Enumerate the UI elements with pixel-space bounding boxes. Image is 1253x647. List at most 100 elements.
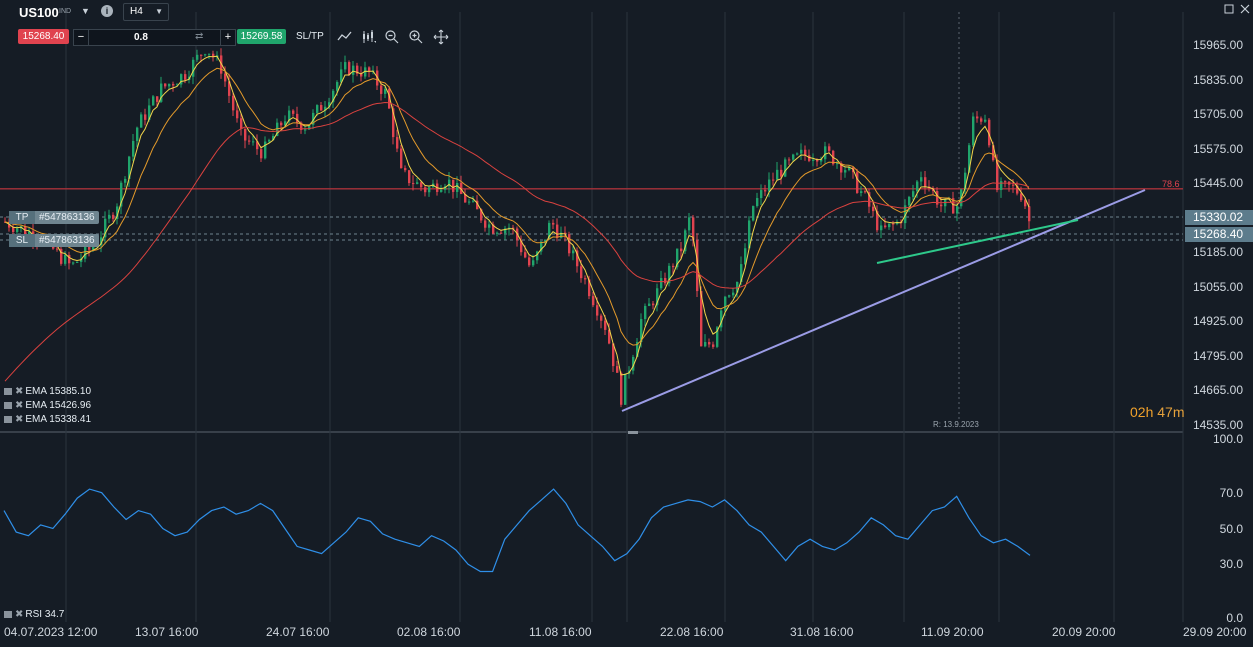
candle-body bbox=[56, 248, 59, 250]
settings-icon[interactable] bbox=[4, 416, 12, 423]
candle-body bbox=[668, 265, 671, 284]
candle-body bbox=[288, 110, 291, 122]
time-tick-label: 22.08 16:00 bbox=[660, 625, 724, 639]
settings-icon[interactable] bbox=[4, 388, 12, 395]
remove-icon[interactable]: ✖ bbox=[15, 609, 24, 620]
candle-body bbox=[324, 106, 327, 111]
candle-body bbox=[104, 218, 107, 238]
buy-price-button[interactable]: 15269.58 bbox=[237, 29, 286, 44]
zoom-out-icon[interactable] bbox=[384, 29, 400, 45]
candle-body bbox=[264, 141, 267, 159]
zoom-in-icon[interactable] bbox=[408, 29, 424, 45]
candle-body bbox=[448, 179, 451, 187]
candle-body bbox=[756, 198, 759, 207]
candle-body bbox=[480, 209, 483, 221]
sell-price-button[interactable]: 15268.40 bbox=[18, 29, 69, 44]
candle-body bbox=[584, 278, 587, 280]
candle-body bbox=[308, 124, 311, 130]
quantity-decrease-button[interactable]: − bbox=[74, 30, 89, 45]
sltp-button[interactable]: SL/TP bbox=[296, 31, 324, 42]
candle-body bbox=[800, 149, 803, 154]
candle-body bbox=[368, 67, 371, 72]
symbol-name[interactable]: US100 bbox=[19, 5, 59, 20]
candle-body bbox=[360, 73, 363, 77]
candle-body bbox=[64, 254, 67, 264]
quantity-input[interactable]: 0.8 bbox=[134, 32, 148, 43]
candle-body bbox=[1016, 185, 1019, 194]
ema-legend-1[interactable]: ✖ EMA 15385.10 bbox=[4, 386, 91, 397]
ema-legend-2[interactable]: ✖ EMA 15426.96 bbox=[4, 400, 91, 411]
candle-body bbox=[552, 222, 555, 225]
candle-type-icon[interactable] bbox=[361, 29, 377, 45]
symbol-chevron-down-icon[interactable]: ▼ bbox=[81, 6, 90, 16]
ema-legend-3[interactable]: ✖ EMA 15338.41 bbox=[4, 414, 91, 425]
maximize-icon[interactable] bbox=[1224, 1, 1234, 14]
crosshair-move-icon[interactable] bbox=[433, 29, 449, 45]
candle-body bbox=[968, 145, 971, 173]
chart-toolbar: US100 IND ▼ i H4 ▼ 15268.40 − 0.8 ⇄ + 15… bbox=[0, 0, 1253, 48]
candle-body bbox=[1024, 200, 1027, 207]
candle-body bbox=[648, 303, 651, 306]
line-chart-icon[interactable] bbox=[337, 29, 353, 45]
candle-body bbox=[508, 227, 511, 229]
candle-body bbox=[860, 191, 863, 193]
candle-body bbox=[620, 372, 623, 405]
rsi-legend[interactable]: ✖ RSI 34.7 bbox=[4, 609, 64, 620]
price-tick-label: 14535.00 bbox=[1192, 418, 1243, 432]
candle-body bbox=[292, 110, 295, 114]
candle-body bbox=[696, 239, 699, 292]
candle-body bbox=[660, 278, 663, 289]
candle-body bbox=[596, 305, 599, 316]
quantity-reset-icon[interactable]: ⇄ bbox=[195, 31, 204, 42]
candle-body bbox=[988, 119, 991, 146]
candle-countdown: 02h 47m bbox=[1130, 404, 1184, 420]
panel-resize-handle bbox=[628, 431, 638, 434]
candle-body bbox=[16, 228, 19, 232]
candle-body bbox=[196, 54, 199, 60]
candle-body bbox=[980, 118, 983, 122]
candle-body bbox=[140, 114, 143, 128]
candle-body bbox=[560, 232, 563, 238]
candle-body bbox=[996, 160, 999, 191]
candle-body bbox=[592, 296, 595, 306]
candle-body bbox=[120, 182, 123, 207]
remove-icon[interactable]: ✖ bbox=[15, 400, 24, 411]
candle-body bbox=[712, 344, 715, 347]
settings-icon[interactable] bbox=[4, 611, 12, 618]
candle-body bbox=[724, 296, 727, 311]
candle-body bbox=[720, 310, 723, 328]
close-icon[interactable] bbox=[1240, 1, 1250, 14]
candle-body bbox=[876, 211, 879, 231]
sl-key: SL bbox=[9, 234, 35, 247]
candle-body bbox=[1028, 206, 1031, 222]
candle-body bbox=[952, 198, 955, 214]
candle-body bbox=[260, 149, 263, 159]
ema-fast-line bbox=[4, 55, 1030, 376]
candle-body bbox=[272, 136, 275, 141]
candle-body bbox=[572, 250, 575, 254]
candle-body bbox=[464, 194, 467, 203]
candle-body bbox=[484, 220, 487, 228]
quantity-increase-button[interactable]: + bbox=[220, 30, 235, 45]
sl-order-tag[interactable]: SL #547863136 bbox=[9, 234, 99, 247]
candle-body bbox=[784, 159, 787, 177]
candle-body bbox=[792, 154, 795, 160]
candle-body bbox=[888, 223, 891, 228]
remove-icon[interactable]: ✖ bbox=[15, 414, 24, 425]
candle-body bbox=[672, 265, 675, 268]
candle-body bbox=[916, 181, 919, 192]
info-icon[interactable]: i bbox=[101, 5, 113, 17]
candle-body bbox=[276, 122, 279, 137]
chevron-down-icon: ▼ bbox=[155, 7, 163, 16]
tp-order-tag[interactable]: TP #547863136 bbox=[9, 211, 99, 224]
timeframe-select[interactable]: H4 ▼ bbox=[123, 3, 169, 21]
candle-body bbox=[208, 53, 211, 55]
settings-icon[interactable] bbox=[4, 402, 12, 409]
candle-body bbox=[528, 257, 531, 266]
candle-body bbox=[124, 178, 127, 183]
quantity-stepper[interactable]: − 0.8 ⇄ + bbox=[73, 29, 236, 46]
remove-icon[interactable]: ✖ bbox=[15, 386, 24, 397]
candle-body bbox=[964, 172, 967, 190]
